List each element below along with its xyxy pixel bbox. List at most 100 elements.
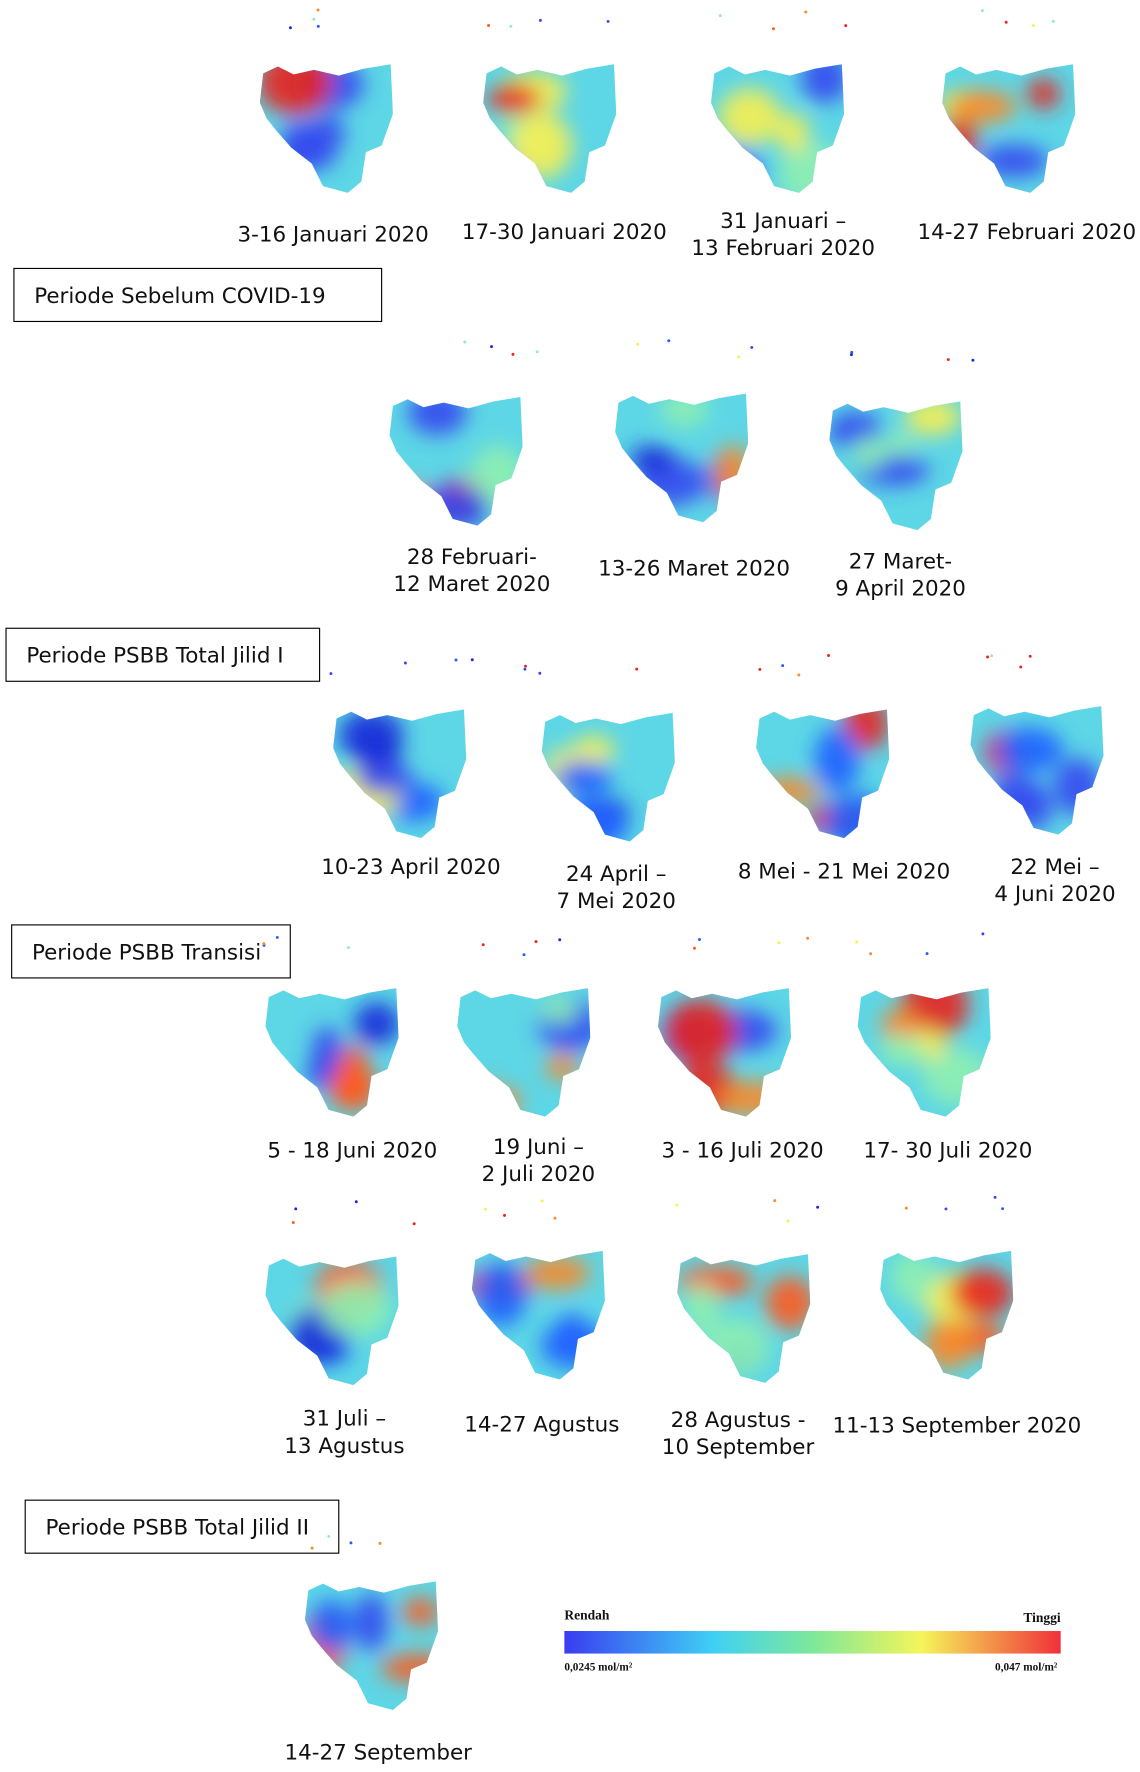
map-caption: 3 - 16 Juli 2020 [661, 1138, 823, 1163]
map-blob [951, 1269, 1014, 1318]
map-blob [941, 118, 976, 161]
map [750, 654, 897, 852]
island [781, 664, 784, 667]
map [260, 1200, 416, 1393]
island [786, 1220, 789, 1223]
map-fill [465, 1241, 613, 1388]
island [850, 353, 853, 356]
map-blob [890, 1251, 935, 1304]
island [524, 665, 527, 668]
legend-min: 0,0245 mol/m² [564, 1661, 632, 1673]
island [1052, 20, 1055, 23]
map [824, 351, 975, 538]
island [1032, 24, 1035, 27]
island [675, 1204, 678, 1207]
island [312, 18, 315, 21]
map-blob [1054, 758, 1102, 815]
map-fill [652, 978, 799, 1125]
map-caption: 5 - 18 Juni 2020 [267, 1138, 437, 1163]
map-caption: 10 September [662, 1435, 815, 1460]
map-fill [705, 52, 852, 209]
island [981, 9, 984, 12]
map [705, 10, 852, 208]
island [855, 941, 858, 944]
map [875, 1196, 1022, 1388]
figure: Rendah Tinggi 0,0245 mol/m² 0,047 mol/m²… [0, 0, 1140, 1772]
island [636, 343, 639, 346]
map [384, 341, 539, 534]
period-label: Periode PSBB Total Jilid II [46, 1516, 310, 1541]
map-blob [327, 1067, 377, 1110]
map-blob [1016, 783, 1052, 830]
map-blob [417, 486, 489, 530]
island [1019, 666, 1022, 669]
map-blob [703, 1318, 769, 1377]
map-caption: 4 Juni 2020 [994, 882, 1115, 907]
map-blob [664, 999, 737, 1065]
island [947, 358, 950, 361]
island [484, 1208, 487, 1211]
legend-high: Tinggi [1023, 1610, 1061, 1625]
island [986, 655, 989, 658]
map-fill [824, 391, 971, 538]
map-blob [488, 1088, 520, 1116]
map-caption: 13 Agustus [284, 1434, 404, 1459]
island [327, 1535, 330, 1538]
map-fill [260, 1246, 407, 1393]
legend-bar [564, 1631, 1060, 1654]
island [773, 1199, 776, 1202]
map [937, 9, 1084, 201]
map-caption: 27 Maret- [849, 549, 952, 574]
island [737, 355, 740, 358]
map-caption: 13 Februari 2020 [691, 236, 875, 261]
map [465, 1199, 613, 1387]
map-caption: 8 Mei - 21 Mei 2020 [738, 860, 950, 885]
map-blob [949, 90, 1016, 123]
island [538, 672, 541, 675]
map-caption: 31 Juli – [303, 1407, 386, 1432]
island [844, 24, 847, 27]
map [965, 654, 1112, 842]
map-fill [445, 978, 603, 1125]
island [553, 1217, 556, 1220]
map-caption: 9 April 2020 [835, 577, 966, 602]
island [558, 938, 561, 941]
island [990, 654, 993, 657]
island [490, 345, 493, 348]
island [289, 26, 292, 29]
map-blob [711, 146, 763, 208]
map [478, 19, 625, 202]
map-caption: 10-23 April 2020 [321, 855, 500, 880]
island [463, 341, 466, 344]
map-blobs [678, 1266, 815, 1378]
island [804, 10, 807, 13]
island [379, 1542, 382, 1545]
map [523, 665, 682, 851]
map-blob [258, 49, 332, 115]
island [294, 1207, 297, 1210]
map [445, 938, 603, 1124]
map-caption: 24 April – [566, 862, 667, 887]
map-blob [852, 437, 885, 469]
map-blob [556, 1314, 588, 1349]
map-blob [713, 446, 752, 501]
map-blob [512, 113, 573, 179]
map-fill [750, 698, 897, 852]
map-fill [609, 384, 756, 531]
island [487, 24, 490, 27]
island [1029, 655, 1032, 658]
island [536, 350, 539, 353]
map-blob [1027, 79, 1060, 109]
island [482, 943, 485, 946]
map-caption: 14-27 September [285, 1741, 473, 1766]
map [254, 9, 401, 201]
map-fill [852, 971, 999, 1124]
island [503, 1214, 506, 1217]
map-caption: 28 Februari- [407, 545, 537, 570]
map-blob [320, 1281, 391, 1338]
island [777, 941, 780, 944]
island [1001, 1207, 1004, 1210]
island [1005, 21, 1008, 24]
map-caption: 7 Mei 2020 [557, 889, 676, 914]
period-label: Periode PSBB Transisi [32, 940, 261, 965]
